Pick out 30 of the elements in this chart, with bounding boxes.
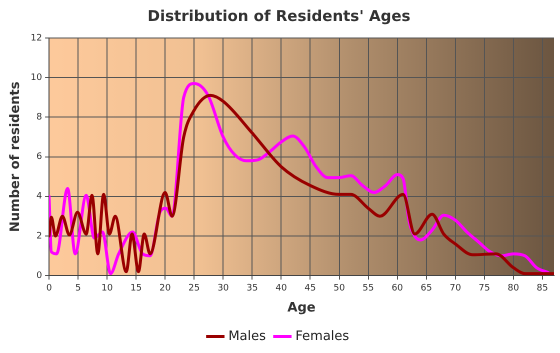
x-tick-label: 65	[420, 283, 432, 294]
x-tick-label: 30	[217, 283, 230, 294]
x-tick-label: 50	[334, 283, 346, 294]
x-tick-label: 60	[392, 283, 404, 294]
y-tick-label: 10	[30, 72, 42, 83]
x-tick-label: 75	[478, 283, 490, 294]
x-tick-label: 55	[362, 283, 374, 294]
x-tick-label: 5	[75, 283, 81, 294]
x-tick-label: 40	[275, 283, 288, 294]
x-tick-label: 0	[46, 283, 52, 294]
y-tick-label: 12	[30, 33, 42, 44]
x-tick-label: 35	[246, 283, 258, 294]
legend-label: Females	[295, 328, 350, 344]
y-axis-title: Number of residents	[8, 81, 24, 232]
y-tick-label: 4	[36, 192, 42, 202]
x-tick-label: 80	[508, 283, 520, 294]
y-tick-label: 2	[36, 231, 42, 242]
x-tick-label: 45	[304, 283, 316, 294]
x-tick-label: 15	[130, 283, 142, 294]
x-tick-label: 85	[536, 283, 548, 294]
y-tick-label: 8	[36, 112, 42, 123]
x-tick-label: 25	[188, 283, 200, 294]
x-tick-label: 10	[101, 283, 114, 294]
y-tick-label: 0	[36, 270, 42, 281]
chart-title: Distribution of Residents' Ages	[148, 6, 411, 25]
x-axis-title: Age	[287, 300, 316, 316]
x-tick-label: 70	[450, 283, 462, 294]
y-tick-label: 6	[36, 152, 42, 162]
x-tick-label: 20	[159, 283, 172, 294]
legend-label: Males	[228, 328, 266, 344]
